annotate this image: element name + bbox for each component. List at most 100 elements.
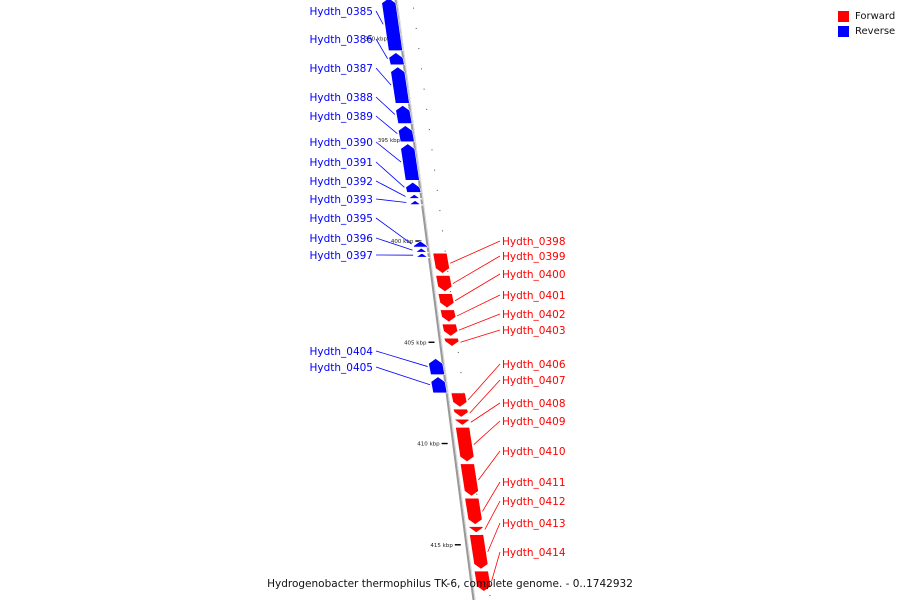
gene-arrow[interactable] xyxy=(467,526,484,533)
gene-label[interactable]: Hydth_0404 xyxy=(309,346,373,358)
gene-leader-line xyxy=(470,402,501,423)
gene-leader-line xyxy=(487,522,501,553)
gene-arrow[interactable] xyxy=(453,418,470,426)
gene-leader-line xyxy=(375,161,405,188)
gene-arrow[interactable] xyxy=(405,181,422,193)
gene-arrow[interactable] xyxy=(428,358,446,375)
gene-arrow[interactable] xyxy=(455,427,475,463)
gene-leader-line xyxy=(375,237,413,251)
gene-leader-line xyxy=(375,115,398,134)
gene-layer xyxy=(381,0,492,592)
gene-arrow[interactable] xyxy=(439,309,457,323)
gene-arrow[interactable] xyxy=(430,376,448,394)
gene-label[interactable]: Hydth_0386 xyxy=(309,34,373,46)
gene-arrow[interactable] xyxy=(469,534,489,570)
gene-label[interactable]: Hydth_0396 xyxy=(309,233,373,245)
gene-leader-line xyxy=(473,420,501,445)
gene-label[interactable]: Hydth_0412 xyxy=(502,496,566,508)
gene-label[interactable]: Hydth_0390 xyxy=(309,137,373,149)
gene-arrow[interactable] xyxy=(452,408,469,418)
gene-leader-line xyxy=(454,273,501,302)
gene-arrow[interactable] xyxy=(407,194,423,200)
gene-label[interactable]: Hydth_0406 xyxy=(502,359,566,371)
gene-arrow[interactable] xyxy=(432,252,450,274)
gene-arrow[interactable] xyxy=(397,125,415,143)
gene-arrow[interactable] xyxy=(390,66,410,104)
gene-leader-line xyxy=(452,255,501,284)
gene-label[interactable]: Hydth_0398 xyxy=(502,236,566,248)
gene-label[interactable]: Hydth_0401 xyxy=(502,290,566,302)
gene-label[interactable]: Hydth_0405 xyxy=(309,362,373,374)
gene-arrow[interactable] xyxy=(450,392,468,408)
strand-legend: Forward Reverse xyxy=(838,9,898,39)
gene-arrow[interactable] xyxy=(441,323,459,337)
legend-label-forward: Forward xyxy=(855,11,896,22)
gene-arrow[interactable] xyxy=(437,293,455,309)
gene-label[interactable]: Hydth_0388 xyxy=(309,92,373,104)
gene-arrow[interactable] xyxy=(464,497,483,525)
gene-label[interactable]: Hydth_0392 xyxy=(309,176,373,188)
gene-arrow[interactable] xyxy=(395,104,413,124)
gene-label[interactable]: Hydth_0385 xyxy=(309,6,373,18)
gene-label[interactable]: Hydth_0408 xyxy=(502,398,566,410)
forward-swatch xyxy=(838,11,849,22)
genome-backbone-highlight xyxy=(396,0,476,600)
gene-arrow[interactable] xyxy=(443,337,460,347)
gene-label[interactable]: Hydth_0409 xyxy=(502,416,566,428)
gene-leader-line xyxy=(478,450,501,481)
gene-arrow[interactable] xyxy=(400,143,420,181)
gene-leader-line xyxy=(375,141,402,163)
gene-label[interactable]: Hydth_0400 xyxy=(502,269,566,281)
legend-item-reverse: Reverse xyxy=(838,24,898,39)
gene-label[interactable]: Hydth_0389 xyxy=(309,111,373,123)
gene-leader-line xyxy=(375,67,392,86)
gene-label[interactable]: Hydth_0411 xyxy=(502,477,566,489)
gene-arrow[interactable] xyxy=(435,275,453,293)
gene-arrow[interactable] xyxy=(412,240,429,248)
gene-arrow[interactable] xyxy=(381,0,403,51)
gene-label[interactable]: Hydth_0399 xyxy=(502,251,566,263)
gene-leader-line xyxy=(458,313,501,331)
gene-arrow[interactable] xyxy=(414,252,430,259)
gene-leader-line xyxy=(375,198,407,203)
gene-label[interactable]: Hydth_0407 xyxy=(502,375,566,387)
gene-leader-line xyxy=(375,180,406,197)
kbp-tick-label: 415 kbp xyxy=(430,543,453,549)
gene-leader-line xyxy=(460,329,501,343)
gene-label[interactable]: Hydth_0402 xyxy=(502,309,566,321)
gene-label-layer: Hydth_0385 Hydth_0386 Hydth_0387 Hydth_0388… xyxy=(309,6,566,582)
gene-arrow[interactable] xyxy=(459,463,479,497)
gene-arrow[interactable] xyxy=(473,570,492,592)
gene-leader-line xyxy=(450,240,501,264)
gene-arrow[interactable] xyxy=(407,200,424,206)
gene-label[interactable]: Hydth_0413 xyxy=(502,518,566,530)
gene-arrow[interactable] xyxy=(388,52,405,66)
legend-label-reverse: Reverse xyxy=(855,26,896,37)
gene-leader-line xyxy=(375,38,388,59)
reverse-swatch xyxy=(838,26,849,37)
kbp-tick-label: 400 kbp xyxy=(391,239,414,245)
legend-item-forward: Forward xyxy=(838,9,898,24)
gene-leader-line xyxy=(482,481,501,512)
gene-label[interactable]: Hydth_0397 xyxy=(309,250,373,262)
gene-leader-line xyxy=(375,217,412,245)
gene-leader-line xyxy=(375,10,384,25)
kbp-tick-label: 395 kbp xyxy=(378,138,401,144)
gene-leader-line xyxy=(467,363,501,401)
gene-label[interactable]: Hydth_0391 xyxy=(309,157,373,169)
gene-label[interactable]: Hydth_0395 xyxy=(309,213,373,225)
gene-leader-line xyxy=(456,294,501,317)
gene-label[interactable]: Hydth_0393 xyxy=(309,194,373,206)
gene-label[interactable]: Hydth_0403 xyxy=(502,325,566,337)
kbp-tick-label: 410 kbp xyxy=(417,442,440,448)
gene-label[interactable]: Hydth_0410 xyxy=(502,446,566,458)
gene-leader-line xyxy=(469,379,501,414)
genome-caption: Hydrogenobacter thermophilus TK-6, compl… xyxy=(267,578,633,590)
gene-leader-line xyxy=(484,500,501,530)
gene-label[interactable]: Hydth_0387 xyxy=(309,63,373,75)
gene-label[interactable]: Hydth_0414 xyxy=(502,547,566,559)
gene-leader-line xyxy=(375,366,431,386)
gene-leader-line xyxy=(491,551,501,582)
gene-arrow[interactable] xyxy=(413,247,430,254)
